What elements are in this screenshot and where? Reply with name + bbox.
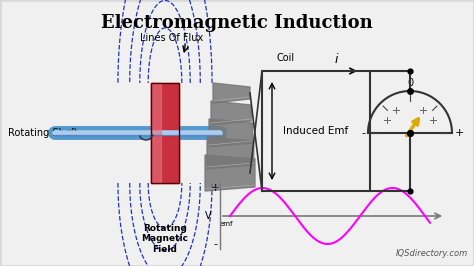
Bar (151, 83, 161, 183)
Polygon shape (207, 137, 254, 169)
Polygon shape (211, 101, 251, 125)
Text: IQSdirectory.com: IQSdirectory.com (396, 249, 468, 258)
Text: Rotating
Magnetic
Field: Rotating Magnetic Field (142, 224, 189, 254)
Bar (151, 83, 179, 183)
Text: Lines Of Flux: Lines Of Flux (140, 33, 203, 43)
Text: i: i (334, 53, 338, 66)
Text: Electromagnetic Induction: Electromagnetic Induction (101, 14, 373, 32)
Polygon shape (209, 119, 253, 147)
Text: V: V (205, 211, 212, 221)
Text: +: + (455, 128, 465, 138)
Bar (151, 83, 179, 183)
Text: -: - (361, 128, 365, 138)
Polygon shape (213, 83, 250, 103)
Text: emf: emf (220, 221, 234, 227)
Text: +: + (210, 183, 219, 193)
Text: Coil: Coil (277, 53, 295, 63)
Text: Rotating Shaft: Rotating Shaft (8, 128, 78, 138)
Text: Induced Emf: Induced Emf (283, 126, 348, 136)
Text: -: - (213, 239, 217, 249)
Polygon shape (205, 155, 255, 191)
Text: 0: 0 (407, 78, 413, 88)
